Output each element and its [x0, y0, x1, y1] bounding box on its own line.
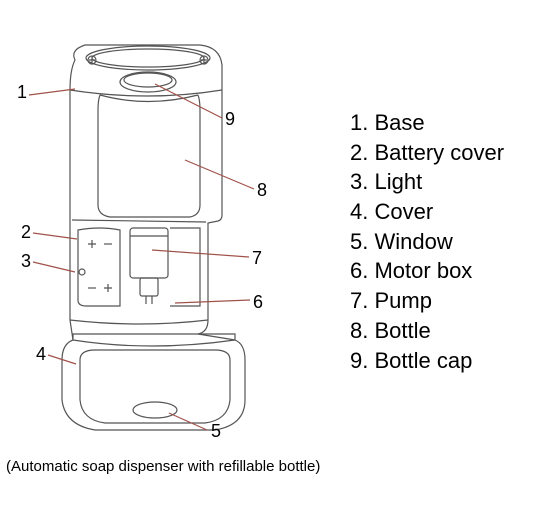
legend-num: 6: [350, 258, 362, 283]
parts-legend: 1. Base 2. Battery cover 3. Light 4. Cov…: [350, 108, 504, 375]
callout-number: 9: [225, 109, 235, 130]
callout-number: 8: [257, 180, 267, 201]
page: 1 2 3 4 5 6 7 8 9 1. Base 2. Battery cover 3. Li…: [0, 0, 543, 508]
legend-item: 4. Cover: [350, 197, 504, 227]
legend-label: Battery cover: [374, 140, 504, 165]
callout-number: 7: [252, 248, 262, 269]
legend-label: Bottle: [374, 318, 430, 343]
legend-label: Base: [374, 110, 424, 135]
legend-label: Bottle cap: [374, 348, 472, 373]
legend-num: 5: [350, 229, 362, 254]
legend-item: 2. Battery cover: [350, 138, 504, 168]
legend-label: Motor box: [374, 258, 472, 283]
legend-num: 1: [350, 110, 362, 135]
legend-label: Pump: [374, 288, 431, 313]
callout-number: 2: [21, 222, 31, 243]
legend-label: Cover: [374, 199, 433, 224]
legend-item: 3. Light: [350, 167, 504, 197]
legend-item: 5. Window: [350, 227, 504, 257]
callout-number: 1: [17, 82, 27, 103]
legend-label: Window: [374, 229, 452, 254]
legend-item: 9. Bottle cap: [350, 346, 504, 376]
callout-number: 5: [211, 421, 221, 442]
legend-item: 7. Pump: [350, 286, 504, 316]
legend-item: 1. Base: [350, 108, 504, 138]
legend-num: 2: [350, 140, 362, 165]
callout-number: 6: [253, 292, 263, 313]
diagram-caption: (Automatic soap dispenser with refillabl…: [6, 458, 320, 475]
legend-num: 9: [350, 348, 362, 373]
legend-item: 6. Motor box: [350, 256, 504, 286]
legend-num: 4: [350, 199, 362, 224]
legend-num: 8: [350, 318, 362, 343]
callout-number: 4: [36, 344, 46, 365]
legend-num: 7: [350, 288, 362, 313]
legend-item: 8. Bottle: [350, 316, 504, 346]
legend-label: Light: [374, 169, 422, 194]
callout-number: 3: [21, 251, 31, 272]
legend-num: 3: [350, 169, 362, 194]
